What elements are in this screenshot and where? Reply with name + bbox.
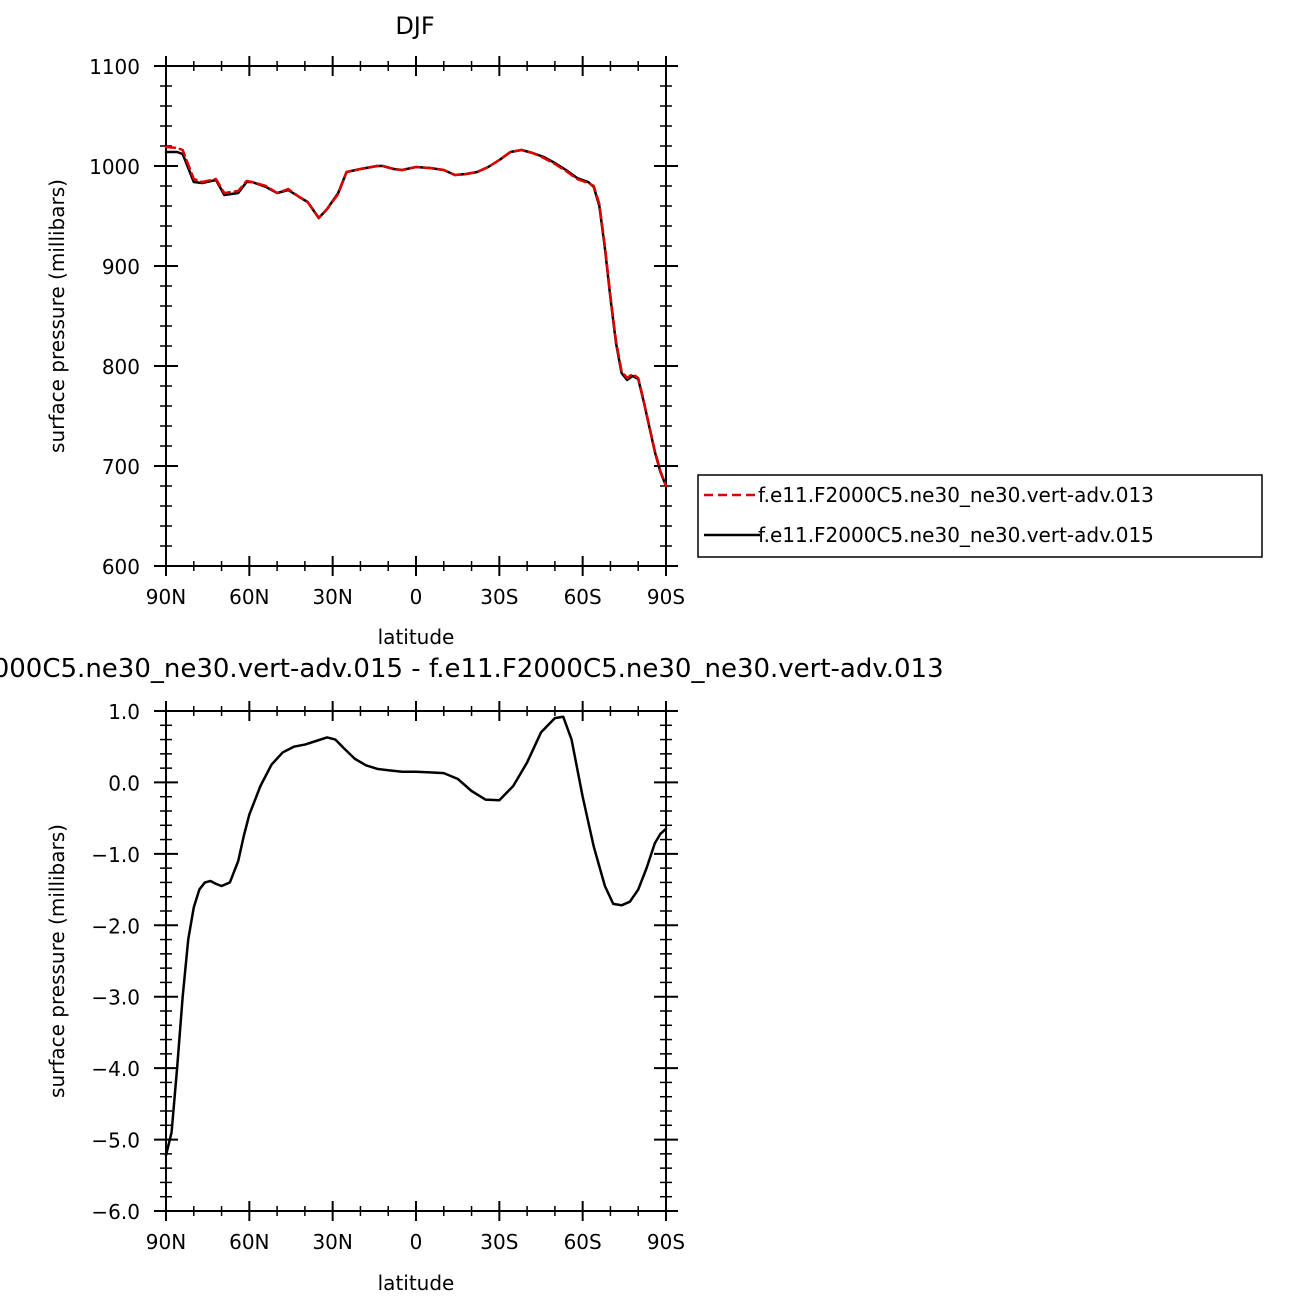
bottom-y-tick-label: −3.0	[91, 986, 140, 1010]
top-x-tick-label: 60S	[564, 585, 602, 609]
bottom-panel: f.e11.F2000C5.ne30_ne30.vert-adv.015 - f…	[0, 654, 944, 1295]
top-panel: DJF latitude surface pressure (millibars…	[45, 12, 685, 649]
top-x-tick-label: 30N	[312, 585, 352, 609]
legend-label-015: f.e11.F2000C5.ne30_ne30.vert-adv.015	[758, 523, 1154, 547]
bottom-x-tick-label: 90S	[647, 1230, 685, 1254]
top-plot-frame	[165, 65, 667, 567]
bottom-axis-ticks: 90N 60N 30N 0 30S 60S 90S 1.0 0.0 −1.0 −2.0 −3.0 −4.…	[91, 700, 685, 1254]
bottom-chart-title: f.e11.F2000C5.ne30_ne30.vert-adv.015 - f…	[0, 654, 944, 684]
top-y-axis-label: surface pressure (millibars)	[45, 179, 69, 453]
bottom-x-tick-label: 0	[410, 1230, 423, 1254]
bottom-series-line-0	[164, 715, 668, 1157]
top-axis-ticks: 90N 60N 30N 0 30S 60S 90S 600 700 800 900 1000 1100	[89, 55, 685, 609]
top-x-axis-label: latitude	[378, 625, 455, 649]
top-x-tick-label: 0	[410, 585, 423, 609]
top-y-tick-label: 1000	[89, 155, 140, 179]
top-x-tick-label: 30S	[480, 585, 518, 609]
top-series-lines	[164, 145, 668, 488]
top-series-line-0	[164, 145, 668, 488]
bottom-x-tick-label: 90N	[146, 1230, 186, 1254]
top-y-tick-label: 600	[102, 555, 140, 579]
top-x-tick-label: 60N	[229, 585, 269, 609]
bottom-plot-frame	[165, 710, 667, 1212]
bottom-y-tick-label: −5.0	[91, 1129, 140, 1153]
bottom-y-tick-label: 0.0	[108, 771, 140, 795]
legend-box	[697, 474, 1263, 558]
bottom-x-tick-label: 30N	[312, 1230, 352, 1254]
bottom-y-tick-label: −2.0	[91, 914, 140, 938]
bottom-x-tick-label: 60S	[564, 1230, 602, 1254]
legend-label-013: f.e11.F2000C5.ne30_ne30.vert-adv.013	[758, 483, 1154, 507]
bottom-x-tick-label: 60N	[229, 1230, 269, 1254]
bottom-series-lines	[164, 715, 668, 1157]
top-series-line-1	[164, 148, 668, 488]
top-chart-title: DJF	[395, 12, 434, 40]
bottom-x-axis-label: latitude	[378, 1271, 455, 1295]
top-y-tick-label: 700	[102, 455, 140, 479]
bottom-y-tick-label: 1.0	[108, 700, 140, 724]
top-y-tick-label: 900	[102, 255, 140, 279]
bottom-y-axis-label: surface pressure (millibars)	[45, 824, 69, 1098]
bottom-y-tick-label: −6.0	[91, 1200, 140, 1224]
top-y-tick-label: 1100	[89, 55, 140, 79]
bottom-y-tick-label: −4.0	[91, 1057, 140, 1081]
top-y-tick-label: 800	[102, 355, 140, 379]
top-x-tick-label: 90S	[647, 585, 685, 609]
bottom-x-tick-label: 30S	[480, 1230, 518, 1254]
top-x-tick-label: 90N	[146, 585, 186, 609]
legend: f.e11.F2000C5.ne30_ne30.vert-adv.013 f.e…	[697, 474, 1263, 558]
bottom-y-tick-label: −1.0	[91, 843, 140, 867]
